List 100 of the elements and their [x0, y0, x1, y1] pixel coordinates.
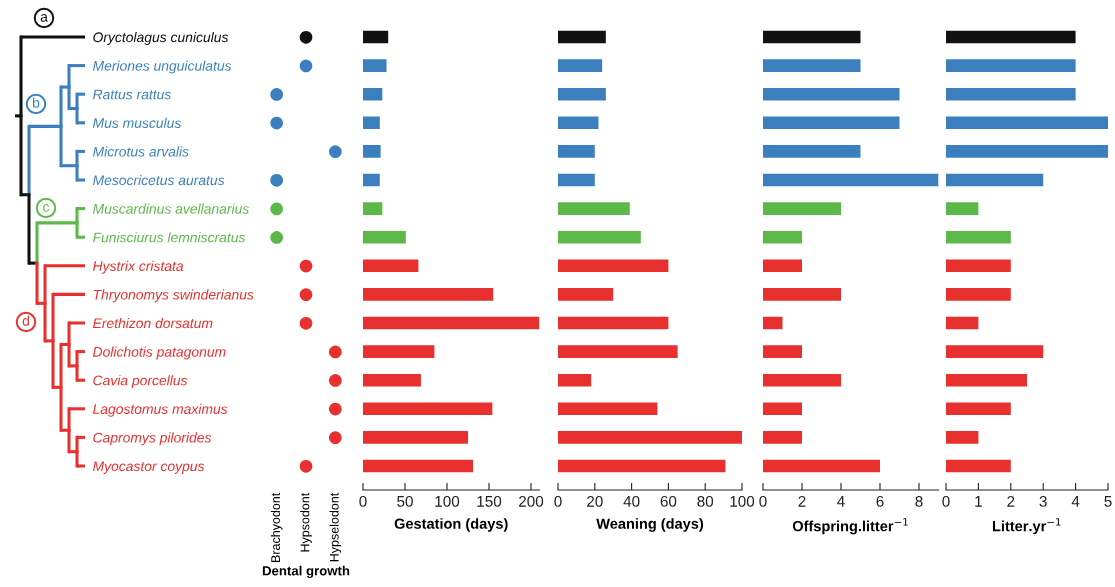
y-tick-label: Funisciurus lemniscratus: [92, 232, 246, 243]
bar: [946, 373, 1027, 387]
bar: [363, 30, 389, 44]
bar: [946, 30, 1076, 44]
x-tick-label: 1: [975, 496, 982, 507]
bar: [363, 288, 494, 301]
bar: [763, 402, 802, 416]
text: ●: [299, 59, 313, 73]
bar: [363, 116, 380, 130]
y-tick-label: Oryctolagus cuniculus: [93, 31, 229, 45]
bar: [763, 316, 783, 330]
bar: [763, 288, 841, 301]
bar: [558, 202, 630, 215]
bar: [763, 431, 802, 444]
text: ●: [328, 145, 342, 159]
text: ●: [328, 345, 342, 359]
bar: [363, 87, 383, 101]
text: b: [33, 97, 40, 108]
bar: [946, 345, 1044, 358]
y-tick-label: Erethizon dorsatum: [92, 317, 213, 329]
x-tick-label: 0: [359, 495, 367, 507]
x-tick-label: 60: [660, 495, 677, 507]
y-tick-label: Dolichotis patagonum: [92, 346, 226, 360]
x-tick-label: 2: [1007, 495, 1015, 507]
bar: [558, 459, 726, 473]
x-tick-label: 6: [876, 495, 884, 507]
text: ●: [270, 88, 284, 101]
x-tick-label: 100: [435, 495, 460, 507]
bar: [363, 230, 406, 244]
bar: [946, 116, 1108, 130]
x-tick-label: 5: [1104, 496, 1112, 507]
bar: [946, 316, 979, 330]
x-tick-label: 0: [942, 495, 950, 507]
x-tick-label: 80: [697, 495, 714, 507]
x-tick-label: Brachyodont: [270, 492, 283, 562]
y-tick-label: Rattus rattus: [92, 89, 172, 100]
bar: [363, 145, 381, 158]
text: a: [40, 14, 48, 22]
text: ●: [270, 173, 284, 187]
bar: [763, 87, 900, 101]
bar: [946, 145, 1108, 158]
bar: [763, 230, 802, 244]
bar: [946, 402, 1011, 416]
x-tick-label: 0: [759, 495, 767, 507]
x-tick-label: 4: [1071, 496, 1080, 507]
y-tick-label: Lagostomus maximus: [92, 403, 228, 417]
text: ●: [270, 202, 284, 216]
bar: [946, 87, 1076, 101]
bar: [558, 288, 614, 301]
y-tick-label: Thryonomys swinderianus: [93, 289, 254, 303]
bar: [946, 288, 1011, 301]
bar: [363, 202, 383, 215]
bar: [363, 402, 493, 416]
bar: [363, 259, 419, 273]
bar: [946, 259, 1011, 273]
text: ●: [270, 116, 284, 130]
text: ●: [299, 30, 313, 44]
x-tick-label: Hypselodont: [329, 492, 342, 562]
bar: [558, 402, 658, 416]
x-tick-label: 100: [730, 495, 755, 507]
bar: [946, 173, 1044, 187]
bar: [763, 459, 880, 473]
bar: [558, 87, 606, 101]
y-tick-label: Microtus arvalis: [92, 146, 189, 157]
text: ●: [328, 402, 342, 416]
x-axis-title: Gestation (days): [394, 518, 508, 532]
bar: [363, 59, 387, 72]
x-tick-label: 20: [587, 495, 603, 507]
y-tick-label: Mus musculus: [92, 117, 182, 128]
text: ●: [328, 374, 342, 387]
x-axis-title: Offspring.litter$^{−1}$: [792, 518, 908, 535]
bar: [946, 431, 979, 444]
bar: [558, 230, 641, 244]
bar: [946, 459, 1011, 473]
x-tick-label: 150: [477, 495, 502, 507]
bar: [763, 145, 861, 158]
bar: [763, 373, 841, 387]
x-tick-label: Hypsodont: [300, 492, 312, 552]
bar: [763, 345, 802, 358]
y-tick-label: Hystrix cristata: [92, 260, 184, 274]
bar: [946, 230, 1011, 244]
x-tick-label: 50: [397, 495, 413, 507]
bar: [363, 431, 468, 444]
bar: [763, 30, 861, 44]
bar: [763, 116, 900, 130]
bar: [558, 59, 603, 72]
bar: [363, 173, 380, 187]
bar: [558, 373, 592, 387]
bar: [558, 431, 742, 444]
bar: [363, 459, 474, 473]
text: c: [43, 204, 50, 212]
text: ●: [328, 431, 342, 445]
bar: [763, 173, 939, 187]
x-tick-label: 8: [915, 495, 923, 507]
y-tick-label: Cavia porcellus: [93, 375, 188, 389]
x-tick-label: 2: [798, 495, 806, 507]
bar: [558, 316, 669, 330]
x-axis-title: Weaning (days): [596, 518, 704, 532]
text: ●: [299, 288, 313, 302]
bar: [558, 173, 595, 187]
